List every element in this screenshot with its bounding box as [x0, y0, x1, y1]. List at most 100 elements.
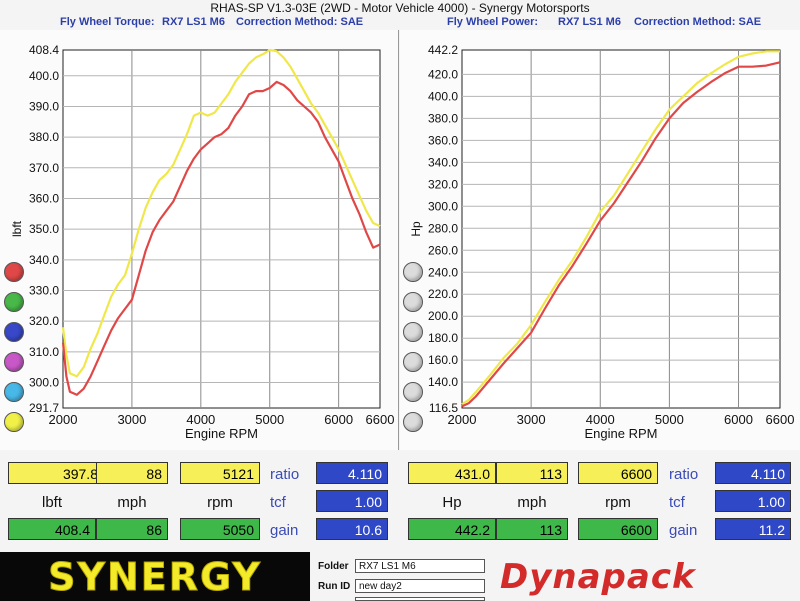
power-header-correction: Correction Method: SAE — [634, 16, 762, 28]
series-color-swatches — [4, 262, 26, 442]
x-tick-label: 3000 — [517, 412, 546, 427]
plot-area — [461, 49, 781, 409]
y-tick-label: 220.0 — [428, 287, 458, 301]
extra-field[interactable] — [355, 597, 485, 601]
y-tick-label: 340.0 — [29, 253, 59, 267]
torque-peak-rpm: 5050 — [180, 518, 260, 540]
x-tick-label: 6600 — [366, 412, 395, 427]
torque-header: Fly Wheel Torque: RX7 LS1 M6 Correction … — [0, 15, 400, 29]
y-tick-label: 320.0 — [29, 314, 59, 328]
y-tick-label: 380.0 — [428, 111, 458, 125]
torque-chart: 2000 3000 4000 5000 6000 6600 291.7 300.0 310.0 3… — [10, 43, 395, 441]
power-header-label: Fly Wheel Power: — [447, 16, 539, 28]
torque-current-value: 397.8 — [8, 462, 104, 484]
power-gain-value[interactable]: 11.2 — [715, 518, 791, 540]
power-unit-label: Hp — [442, 494, 462, 511]
x-axis-label: Engine RPM — [585, 426, 658, 441]
y-axis-label: Hp — [409, 221, 423, 237]
power-current-mph: 113 — [496, 462, 568, 484]
power-ratio-value[interactable]: 4.110 — [715, 462, 791, 484]
swatch-empty-4[interactable] — [403, 352, 423, 372]
power-peak-mph: 113 — [496, 518, 568, 540]
y-tick-label: 300.0 — [29, 376, 59, 390]
y-tick-label: 360.0 — [428, 133, 458, 147]
series-line-0 — [461, 50, 780, 406]
torque-unit-label: lbft — [41, 494, 62, 511]
y-tick-label: 180.0 — [428, 331, 458, 345]
x-tick-label: 6600 — [766, 412, 795, 427]
power-mph-label: mph — [517, 494, 547, 511]
power-header: Fly Wheel Power: RX7 LS1 M6 Correction M… — [400, 15, 800, 29]
swatch-empty-1[interactable] — [403, 262, 423, 282]
y-tick-label: 260.0 — [428, 243, 458, 257]
power-current-value: 431.0 — [408, 462, 496, 484]
torque-current-mph: 88 — [96, 462, 168, 484]
swatch-green[interactable] — [4, 292, 24, 312]
x-tick-label: 5000 — [255, 412, 284, 427]
swatch-empty-5[interactable] — [403, 382, 423, 402]
runid-label: Run ID — [318, 581, 351, 592]
power-swatches — [403, 262, 425, 442]
torque-ratio-value[interactable]: 4.110 — [316, 462, 388, 484]
y-tick-label: 390.0 — [29, 99, 59, 113]
torque-gain-label: gain — [270, 522, 299, 539]
y-tick-label: 280.0 — [428, 221, 458, 235]
torque-chart-panel: 2000 3000 4000 5000 6000 6600 291.7 300.0 310.0 3… — [0, 30, 399, 450]
runid-value[interactable]: new day2 — [355, 579, 485, 593]
y-tick-label: 300.0 — [428, 199, 458, 213]
synergy-logo: SYNERGY — [0, 552, 310, 601]
swatch-blue[interactable] — [4, 322, 24, 342]
y-tick-label: 350.0 — [29, 222, 59, 236]
y-tick-label: 400.0 — [428, 89, 458, 103]
y-tick-label: 320.0 — [428, 177, 458, 191]
x-tick-label: 3000 — [117, 412, 146, 427]
app-title: RHAS-SP V1.3-03E (2WD - Motor Vehicle 40… — [210, 1, 590, 15]
torque-tcf-label: tcf — [270, 494, 286, 511]
folder-label: Folder — [318, 561, 349, 572]
torque-gain-value[interactable]: 10.6 — [316, 518, 388, 540]
power-chart-panel: 2000 3000 4000 5000 6000 6600 116.5 140.0 160.0 1… — [400, 30, 800, 450]
y-tick-label: 360.0 — [29, 191, 59, 205]
torque-peak-value: 408.4 — [8, 518, 96, 540]
power-tcf-value[interactable]: 1.00 — [715, 490, 791, 512]
swatch-magenta[interactable] — [4, 352, 24, 372]
power-chart: 2000 3000 4000 5000 6000 6600 116.5 140.0 160.0 1… — [409, 43, 795, 441]
x-tick-label: 6000 — [724, 412, 753, 427]
power-ratio-label: ratio — [669, 466, 699, 483]
torque-header-label: Fly Wheel Torque: — [60, 16, 155, 28]
power-peak-value: 442.2 — [408, 518, 496, 540]
y-tick-label: 370.0 — [29, 161, 59, 175]
torque-header-correction: Correction Method: SAE — [236, 16, 364, 28]
torque-rpm-label: rpm — [207, 494, 233, 511]
x-tick-label: 2000 — [49, 412, 78, 427]
series-line-0 — [61, 48, 381, 378]
swatch-empty-3[interactable] — [403, 322, 423, 342]
swatch-cyan[interactable] — [4, 382, 24, 402]
torque-tcf-value[interactable]: 1.00 — [316, 490, 388, 512]
y-tick-label: 380.0 — [29, 130, 59, 144]
power-header-vehicle: RX7 LS1 M6 — [558, 16, 621, 28]
series-line-1 — [61, 80, 381, 396]
y-tick-label: 116.5 — [429, 401, 458, 415]
y-tick-label: 330.0 — [29, 284, 59, 298]
swatch-empty-6[interactable] — [403, 412, 423, 432]
power-current-rpm: 6600 — [578, 462, 658, 484]
torque-header-vehicle: RX7 LS1 M6 — [162, 16, 225, 28]
swatch-empty-2[interactable] — [403, 292, 423, 312]
torque-current-rpm: 5121 — [180, 462, 260, 484]
y-tick-label: 420.0 — [428, 67, 458, 81]
swatch-red[interactable] — [4, 262, 24, 282]
swatch-yellow[interactable] — [4, 412, 24, 432]
y-tick-label: 442.2 — [428, 43, 458, 57]
y-tick-label: 408.4 — [29, 43, 59, 57]
synergy-logo-text: SYNERGY — [48, 554, 262, 599]
power-peak-rpm: 6600 — [578, 518, 658, 540]
power-gain-label: gain — [669, 522, 698, 539]
folder-value[interactable]: RX7 LS1 M6 — [355, 559, 485, 573]
y-tick-label: 400.0 — [29, 69, 59, 83]
y-tick-label: 200.0 — [428, 309, 458, 323]
y-axis-label: lbft — [10, 220, 24, 237]
power-tcf-label: tcf — [669, 494, 685, 511]
y-tick-label: 240.0 — [428, 265, 458, 279]
x-axis-label: Engine RPM — [185, 426, 258, 441]
